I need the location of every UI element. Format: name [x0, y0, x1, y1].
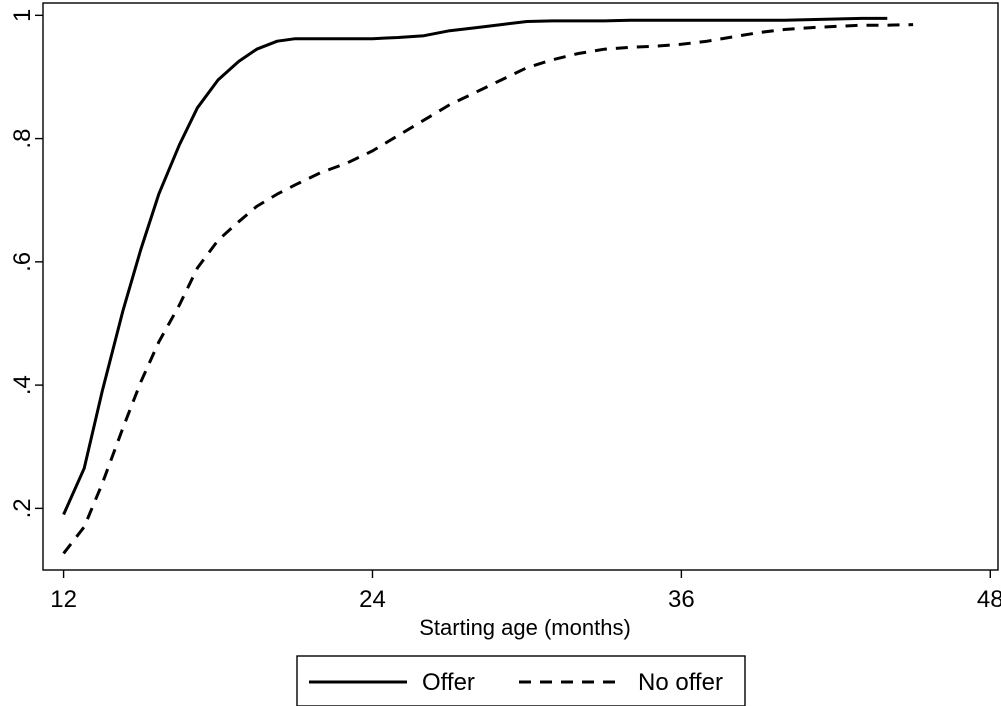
legend-label-offer: Offer: [422, 669, 475, 696]
y-tick-label: .6: [9, 252, 36, 272]
x-tick-label: 24: [359, 586, 386, 613]
x-tick-label: 36: [668, 586, 695, 613]
x-axis: 12 24 36 48: [50, 570, 1001, 613]
plot-area-frame: [42, 2, 999, 571]
y-tick-label: .2: [9, 498, 36, 518]
x-tick-label: 48: [977, 586, 1001, 613]
y-tick-label: 1: [9, 9, 36, 22]
x-axis-title: Starting age (months): [419, 615, 631, 640]
x-tick-label: 12: [50, 586, 77, 613]
y-tick-label: .8: [9, 129, 36, 149]
y-tick-label: .4: [9, 375, 36, 395]
series-layer: [62, 16, 914, 555]
y-axis: .2 .4 .6 .8 1: [9, 9, 43, 518]
legend: Offer No offer: [296, 655, 746, 706]
series-line-no-offer: [62, 23, 914, 555]
legend-label-no-offer: No offer: [638, 669, 723, 696]
series-line-offer: [62, 16, 888, 516]
